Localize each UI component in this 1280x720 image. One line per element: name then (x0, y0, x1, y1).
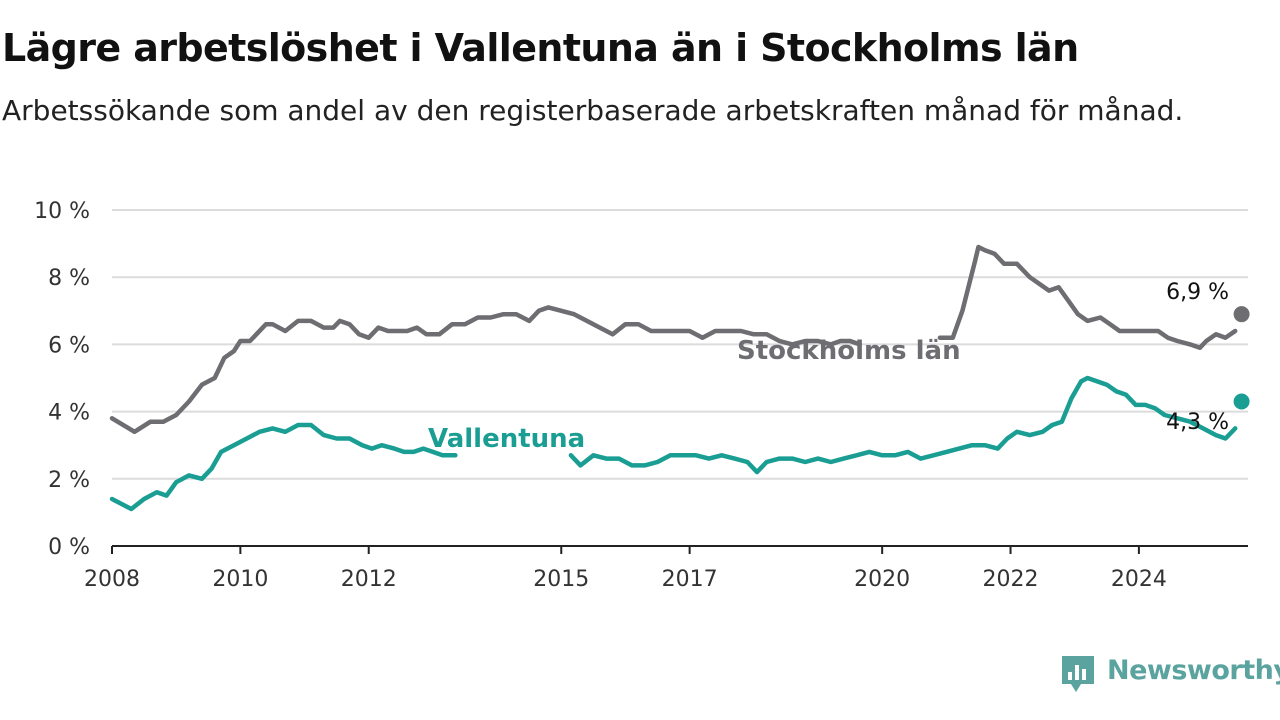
y-tick-label: 10 % (34, 199, 90, 224)
x-tick-label: 2017 (662, 567, 718, 592)
end-marker-vallentuna (1233, 393, 1250, 410)
x-tick-label: 2010 (212, 567, 268, 592)
brand-name: Newsworthy (1107, 655, 1280, 686)
line-chart: 0 % 2 % 4 % 6 % 8 % 10 % 2008 2010 2012 2015 2017 2… (34, 199, 1250, 592)
chart-subtitle: Arbetssökande som andel av den registerb… (2, 94, 1184, 127)
x-tick-label: 2022 (983, 567, 1039, 592)
y-tick-label: 6 % (48, 333, 90, 358)
series-line-stockholms-l-n (109, 305, 862, 435)
y-tick-label: 0 % (48, 535, 90, 560)
chart-title: Lägre arbetslöshet i Vallentuna än i Sto… (2, 26, 1079, 70)
y-tick-label: 2 % (48, 468, 90, 493)
brand-logo[interactable]: Newsworthy (1059, 654, 1280, 698)
y-tick-label: 8 % (48, 266, 90, 291)
end-marker-stockholms-l-n (1233, 306, 1250, 323)
newsworthy-logo-icon (1062, 656, 1094, 692)
series-line-vallentuna (568, 375, 1238, 475)
x-tick-label: 2015 (533, 567, 589, 592)
x-tick-label: 2012 (341, 567, 397, 592)
series-label-stockholms-lan: Stockholms län (737, 336, 961, 366)
x-tick-label: 2020 (854, 567, 910, 592)
series-label-vallentuna: Vallentuna (428, 424, 585, 454)
end-value-label-stockholms-lan: 6,9 % (1166, 280, 1229, 305)
series-line-stockholms-l-n (937, 244, 1238, 351)
end-value-label-vallentuna: 4,3 % (1166, 410, 1229, 435)
series-line-vallentuna (109, 422, 458, 512)
x-tick-label: 2024 (1111, 567, 1167, 592)
y-tick-label: 4 % (48, 401, 90, 426)
x-tick-label: 2008 (84, 567, 140, 592)
